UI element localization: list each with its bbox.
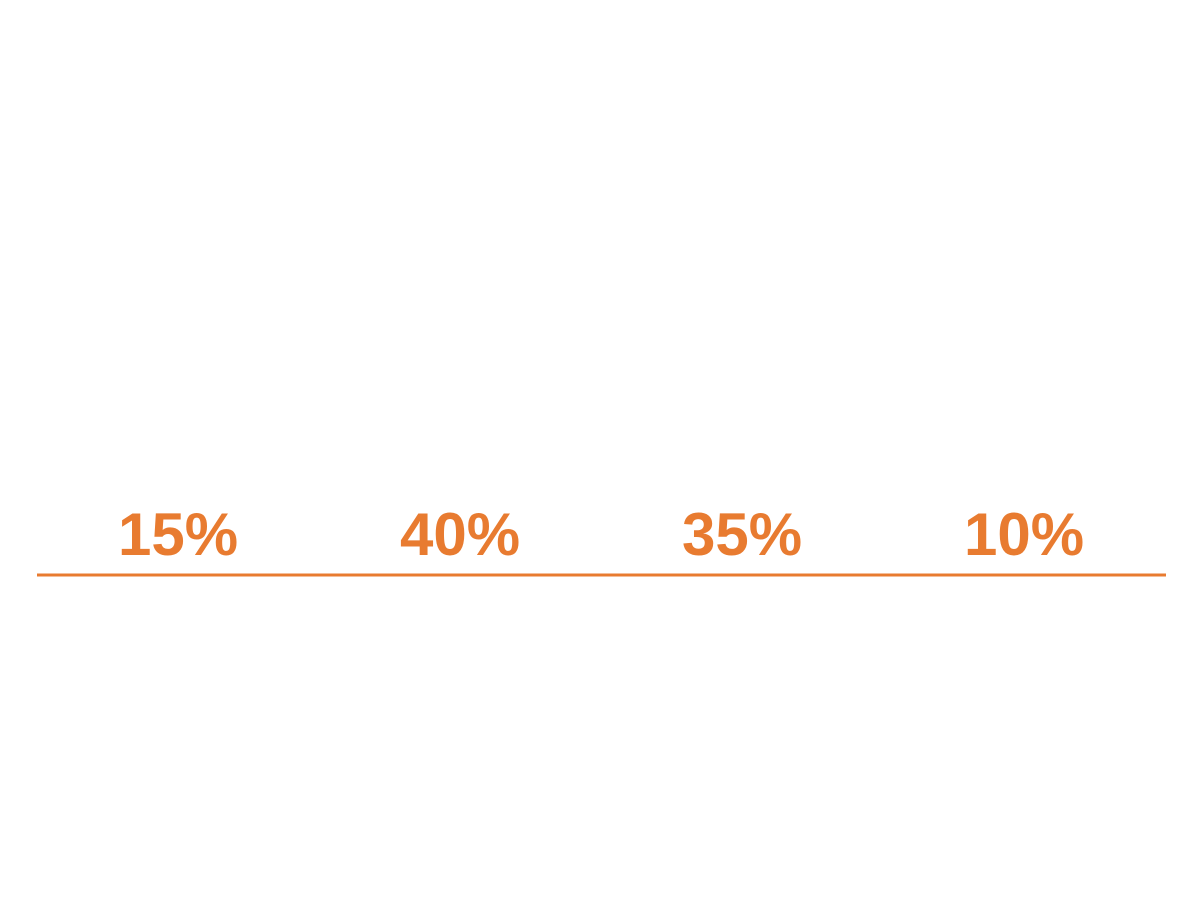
value-labels: 15% 40% 35% 10%: [118, 501, 1084, 568]
value-label-2: 40%: [400, 501, 520, 568]
value-label-4: 10%: [964, 501, 1084, 568]
value-label-3: 35%: [682, 501, 802, 568]
value-label-1: 15%: [118, 501, 238, 568]
